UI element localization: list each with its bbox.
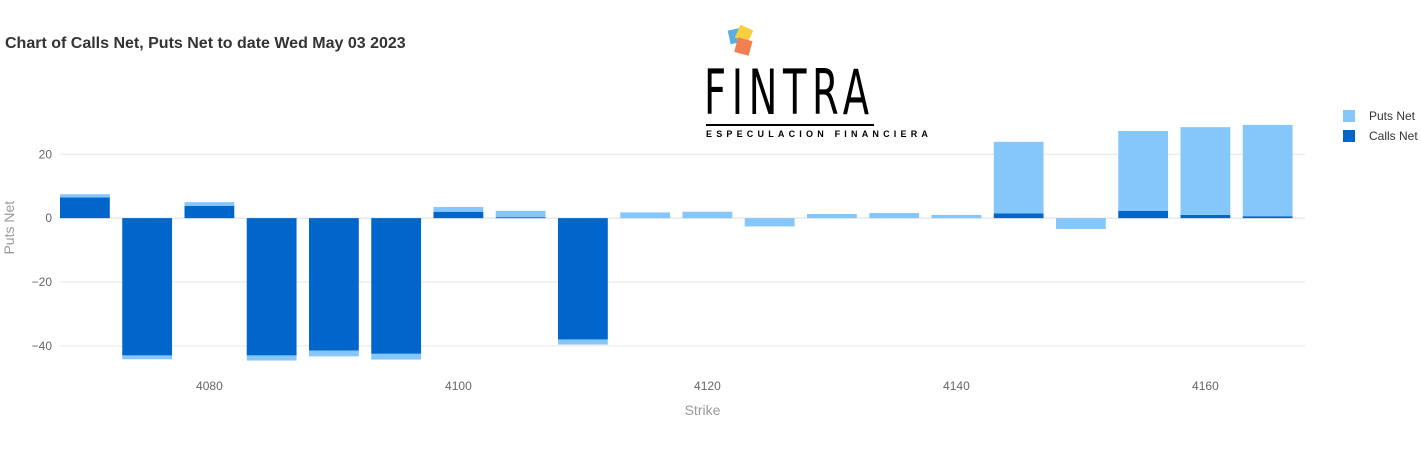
puts-bar[interactable] — [931, 214, 982, 219]
puts-bar[interactable] — [744, 218, 795, 227]
y-axis-title: Puts Net — [1, 201, 17, 255]
calls-bar[interactable] — [1242, 216, 1293, 219]
legend-label-puts: Puts Net — [1369, 109, 1416, 123]
x-tick-label: 4140 — [943, 379, 970, 393]
x-tick-label: 4080 — [196, 379, 223, 393]
chart-title: Chart of Calls Net, Puts Net to date Wed… — [5, 35, 406, 52]
calls-bar[interactable] — [993, 213, 1044, 219]
puts-bar[interactable] — [1056, 218, 1106, 229]
legend-item-calls[interactable]: Calls Net — [1343, 126, 1418, 146]
puts-bar[interactable] — [993, 141, 1044, 214]
calls-bar[interactable] — [1180, 214, 1231, 219]
puts-bar[interactable] — [807, 213, 857, 219]
logo-divider — [706, 124, 874, 126]
legend-swatch-puts — [1343, 110, 1355, 122]
calls-bar[interactable] — [371, 218, 422, 354]
puts-bar[interactable] — [122, 355, 173, 360]
x-tick-label: 4120 — [694, 379, 721, 393]
calls-bar[interactable] — [122, 218, 173, 356]
logo-tagline: ESPECULACION FINANCIERA — [706, 129, 933, 139]
calls-bar[interactable] — [558, 218, 608, 340]
calls-bar[interactable] — [1118, 210, 1169, 219]
fintra-logo: FINTRA ESPECULACION FINANCIERA — [692, 22, 928, 148]
calls-bar[interactable] — [309, 218, 359, 351]
legend-item-puts[interactable]: Puts Net — [1343, 106, 1418, 126]
logo-wordmark: FINTRA — [704, 56, 875, 129]
x-tick-label: 4100 — [445, 379, 472, 393]
calls-bar[interactable] — [184, 206, 235, 219]
legend-label-calls: Calls Net — [1369, 129, 1418, 143]
x-axis-title: Strike — [685, 402, 721, 418]
puts-bar[interactable] — [1180, 127, 1231, 215]
puts-bar[interactable] — [60, 194, 110, 198]
puts-bar[interactable] — [620, 212, 671, 219]
puts-bar[interactable] — [184, 202, 235, 206]
puts-bar[interactable] — [495, 210, 546, 218]
tick-labels: 20 0 −20 −40 4080 4100 4120 4140 4160 — [32, 147, 1219, 393]
y-tick-label: −20 — [32, 275, 53, 289]
logo-squares-icon — [727, 24, 754, 56]
puts-bar[interactable] — [433, 206, 484, 212]
chart-legend: Puts Net Calls Net — [1343, 106, 1418, 146]
puts-bar[interactable] — [869, 213, 920, 219]
calls-bar[interactable] — [433, 211, 484, 219]
puts-bar[interactable] — [682, 211, 733, 219]
bars — [60, 124, 1293, 361]
puts-bar[interactable] — [246, 355, 297, 361]
puts-bar[interactable] — [1242, 124, 1293, 217]
x-tick-label: 4160 — [1192, 379, 1219, 393]
puts-bar[interactable] — [558, 339, 608, 345]
puts-bar[interactable] — [1118, 130, 1169, 211]
puts-bar[interactable] — [309, 350, 359, 357]
legend-swatch-calls — [1343, 130, 1355, 142]
calls-bar[interactable] — [495, 217, 546, 219]
puts-bar[interactable] — [371, 353, 422, 360]
y-tick-label: 0 — [45, 211, 52, 225]
calls-bar[interactable] — [60, 197, 110, 219]
y-tick-label: 20 — [39, 147, 53, 161]
calls-bar[interactable] — [246, 218, 297, 356]
y-tick-label: −40 — [32, 339, 53, 353]
